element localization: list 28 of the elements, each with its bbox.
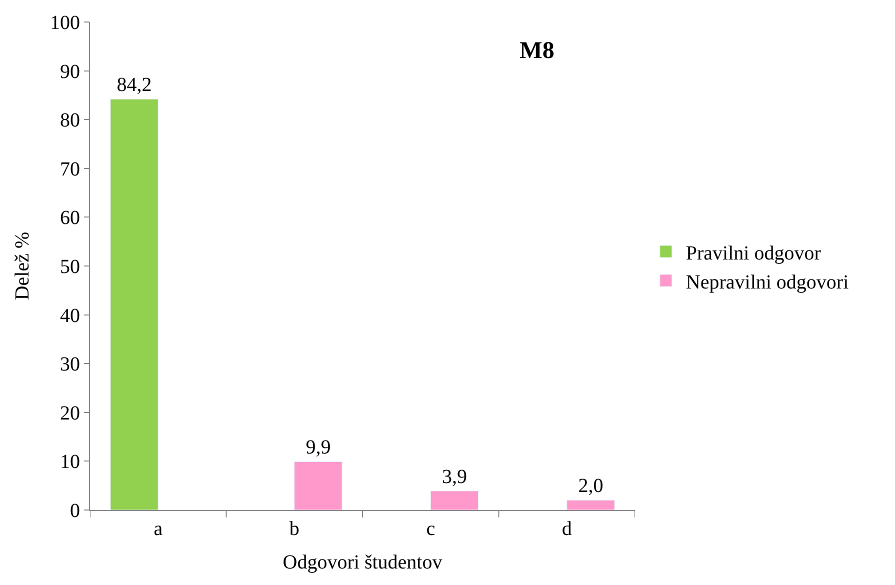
x-tick-label: b	[289, 518, 300, 540]
x-tick-label: d	[562, 518, 572, 540]
y-tick-label: 20	[60, 402, 80, 424]
bar	[566, 500, 615, 510]
x-tick-label: c	[426, 518, 436, 540]
y-tick-label: 60	[60, 207, 80, 230]
x-tick-label: a	[154, 518, 163, 540]
y-tick-label: 70	[60, 158, 80, 180]
y-tick-label: 100	[50, 12, 80, 34]
y-tick-label: 80	[60, 110, 80, 132]
x-axis-title: Odgovori študentov	[282, 552, 442, 574]
data-label: 2,0	[578, 475, 604, 498]
text: M8	[520, 38, 554, 64]
legend-label: Pravilni odgovor	[686, 242, 822, 264]
legend-label: Nepravilni odgovori	[686, 271, 850, 294]
data-label: 84,2	[116, 74, 152, 96]
y-tick-label: 40	[60, 304, 80, 327]
bar	[430, 490, 479, 510]
data-label: 9,9	[306, 436, 331, 459]
y-tick-label: 10	[60, 451, 80, 474]
y-tick-label: 90	[60, 60, 80, 83]
y-axis-title: Delež %	[12, 232, 34, 300]
bar	[294, 461, 342, 510]
y-tick-label: 50	[60, 256, 80, 278]
bar	[110, 98, 158, 510]
y-tick-label: 30	[60, 354, 80, 376]
y-tick-label: 0	[70, 500, 80, 522]
data-label: 3,9	[442, 466, 467, 488]
